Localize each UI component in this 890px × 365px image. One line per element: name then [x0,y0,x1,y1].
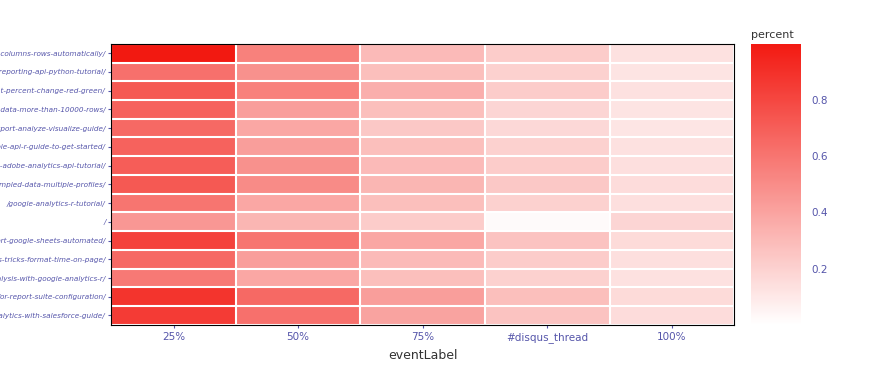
X-axis label: eventLabel: eventLabel [388,349,457,362]
Text: percent: percent [751,30,794,40]
